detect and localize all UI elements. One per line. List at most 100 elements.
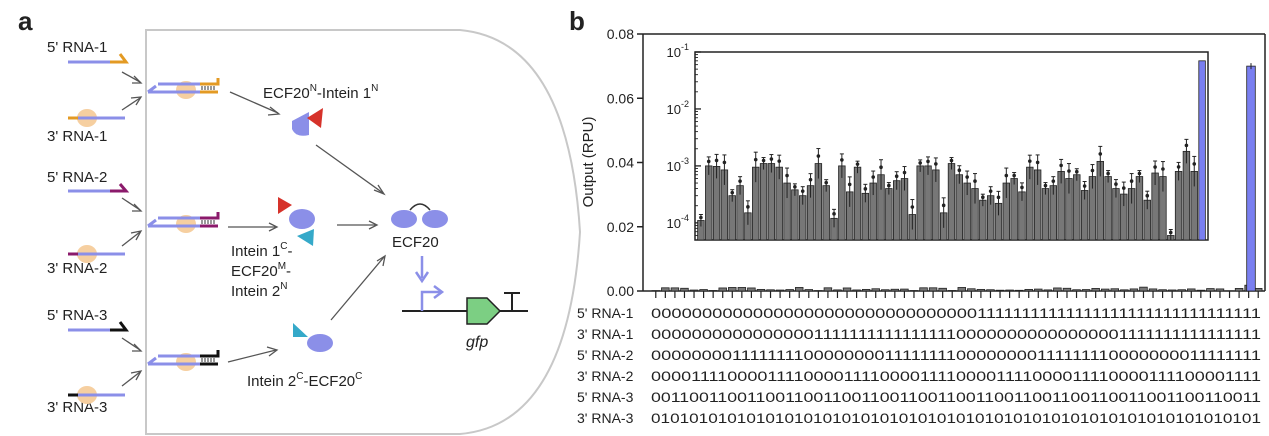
inset-point [863,187,868,191]
inset-point [1051,179,1056,183]
inset-bar [759,163,768,241]
main-bar [1215,288,1225,292]
inset-bar [1041,188,1050,241]
main-bar [661,287,670,292]
inset-y-tick-label: 10-4 [667,213,689,231]
main-bar [1139,286,1148,292]
main-bar [1167,289,1177,292]
inset-point [949,158,954,163]
main-bar [1053,287,1062,292]
main-bar [775,289,785,292]
inset-point [1004,173,1009,178]
label-ecf20n-intein1n: ECF20N-Intein 1N [263,83,378,102]
main-bar [1100,288,1110,292]
inset-point [894,174,899,178]
inset-bar [705,165,713,241]
inset-point [1129,179,1134,183]
main-bar [995,289,1005,292]
row-code-5-rna1: 0000000000000000000000000000000011111111… [651,305,1261,321]
main-bar [1120,289,1129,292]
inset-bar [1182,150,1191,241]
inset-point [1035,160,1040,165]
label-intein1c: Intein 1C- [231,241,292,260]
rna-label-3-rna2: 3' RNA-2 [47,260,107,277]
rna2-5prime-strand [68,183,130,193]
complex-rna1 [147,78,220,99]
inset-point [746,205,750,209]
main-bars [651,63,1263,292]
row-code-5-rna2: 0000000011111111000000001111111100000000… [651,347,1261,363]
panel-b: b 0.00 0.02 0.04 0.06 0.08 Output (RPU) 10-1… [569,6,1266,426]
inset-bar [924,165,932,241]
main-bar-highlight [1246,65,1256,292]
inset-point [1074,169,1079,174]
main-bar [986,289,995,292]
main-y-ticks: 0.00 0.02 0.04 0.06 0.08 [607,26,643,299]
inset-point [1043,183,1048,188]
intein1c-ecf20m-intein2n-protein [278,197,315,246]
main-bar [1110,288,1120,292]
inset-y-tick-label: 10-3 [667,156,689,174]
promoter-arrow [420,290,440,311]
inset-point [1145,193,1150,198]
inset-point [699,215,703,220]
inset-point [832,212,836,216]
truth-table: 5' RNA-1 3' RNA-1 5' RNA-2 3' RNA-2 5' R… [577,305,1261,426]
rna3-3prime-strand [68,386,125,404]
main-bar [823,287,833,292]
main-bar [976,288,986,292]
inset-point [824,180,829,185]
rna-label-3-rna3: 3' RNA-3 [47,399,107,416]
inset-point [981,195,985,199]
label-gfp: gfp [466,334,488,351]
main-bar [1072,289,1081,292]
inset-point [730,190,735,195]
inset-bar [1010,178,1018,241]
inset-bar [728,195,736,241]
inset-point [887,183,891,188]
inset-point [1059,163,1063,168]
main-bar [919,287,928,292]
terminator [504,292,520,311]
main-bar [737,287,747,292]
main-bar [861,288,871,292]
inset-point [706,159,711,164]
inset-point [761,158,766,163]
inset-point [996,195,1001,200]
rna1-5prime-strand [68,53,129,64]
inset-point [714,158,719,163]
inset-point [879,165,883,170]
main-bar [747,287,756,292]
main-bar [938,287,947,292]
rna3-5prime-strand [68,321,129,332]
inset-point [722,160,727,165]
row-label-5-rna1: 5' RNA-1 [577,305,634,321]
inset-bar [955,174,964,241]
inset-point [1176,165,1181,169]
inset-point [973,179,977,183]
y-axis-title: Output (RPU) [580,117,597,208]
main-bar [928,287,938,292]
main-axes [642,33,1266,292]
rna-label-3-rna1: 3' RNA-1 [47,128,107,145]
inset-point [1184,143,1189,148]
main-bar [881,289,890,292]
inset-point [1098,152,1103,156]
inset-point [800,189,805,193]
row-label-3-rna2: 3' RNA-2 [577,368,634,384]
row-code-5-rna3: 0011001100110011001100110011001100110011… [651,389,1261,405]
protein-to-ecf20-arrows [315,144,386,321]
gfp-gene [466,297,502,325]
main-bar [1034,288,1043,292]
inset-point [855,162,860,166]
inset-point [793,185,797,189]
y-tick-label: 0.06 [607,90,634,106]
main-bar [842,287,852,292]
main-bar [718,287,727,292]
inset-chart: 10-1 10-2 10-3 10-4 [667,42,1209,241]
main-bar [852,289,861,292]
inset-point [1137,171,1142,176]
inset-point [1067,169,1071,173]
inset-bar [885,188,893,241]
inset-bar [1104,176,1112,241]
